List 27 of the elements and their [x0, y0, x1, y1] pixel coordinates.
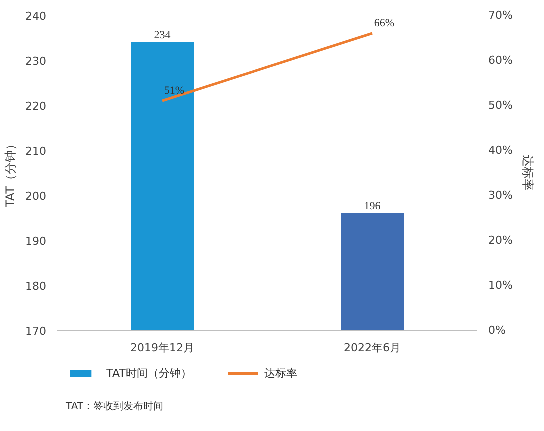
y-tick-label: 170	[26, 325, 47, 338]
y-tick-label: 210	[26, 145, 47, 158]
x-tick-label: 2022年6月	[344, 342, 402, 354]
data-label: 234	[154, 30, 172, 42]
data-label: 51%	[164, 85, 185, 97]
y-tick-label: 230	[26, 55, 47, 68]
y2-tick-label: 0%	[488, 324, 506, 337]
data-label: 196	[364, 200, 382, 212]
y2-tick-label: 10%	[488, 279, 513, 292]
y-axis-title: TAT（分钟）	[4, 138, 18, 209]
y2-tick-label: 60%	[488, 54, 513, 67]
y-tick-label: 200	[26, 190, 47, 203]
y2-tick-label: 40%	[488, 144, 513, 157]
y2-tick-label: 50%	[488, 99, 513, 112]
legend-label: 达标率	[264, 367, 298, 380]
y2-tick-label: 70%	[488, 9, 513, 22]
y2-axis-title: 达标率	[520, 155, 535, 191]
legend-label: TAT时间（分钟）	[106, 367, 192, 380]
y2-tick-label: 20%	[488, 234, 513, 247]
y2-tick-label: 30%	[488, 189, 513, 202]
x-tick-label: 2019年12月	[130, 342, 195, 354]
data-label: 66%	[374, 18, 395, 30]
y-tick-label: 190	[26, 235, 47, 248]
y-tick-label: 240	[26, 10, 47, 23]
y-tick-label: 220	[26, 100, 47, 113]
y-tick-label: 180	[26, 280, 47, 293]
text: TAT：签收到发布时间	[65, 400, 164, 413]
